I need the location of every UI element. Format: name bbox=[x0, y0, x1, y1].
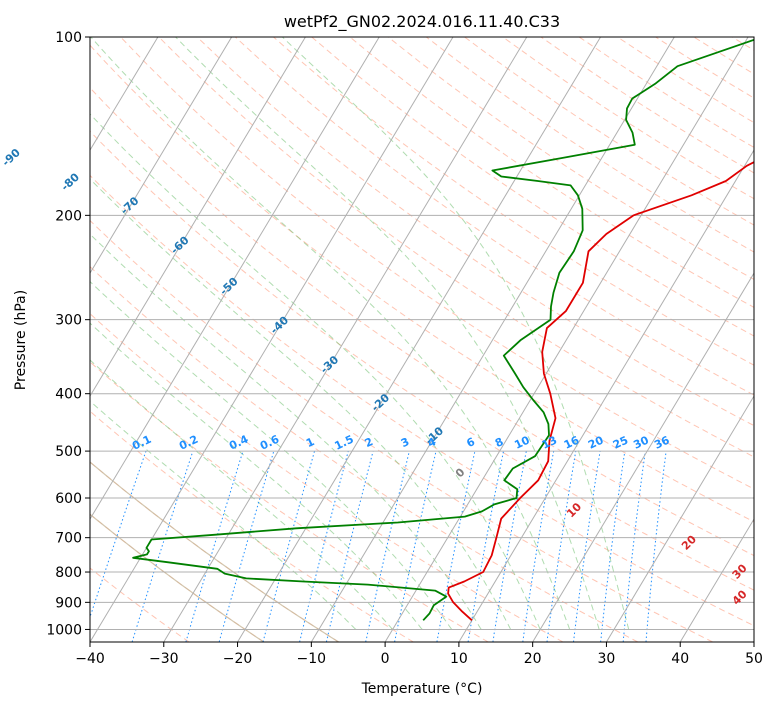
mixing-ratio-line bbox=[325, 450, 374, 642]
dry-adiabat bbox=[90, 312, 564, 642]
temperature-line bbox=[447, 161, 754, 621]
moist-adiabat bbox=[90, 37, 571, 630]
dry-adiabat bbox=[90, 567, 190, 642]
mixing-ratio-line bbox=[218, 450, 275, 642]
x-tick-label: −10 bbox=[297, 651, 327, 667]
y-axis: 100 200 300 400 500 600 700 800 900 1000 bbox=[46, 30, 90, 638]
y-tick-label: 500 bbox=[55, 444, 82, 460]
x-tick-label: −30 bbox=[149, 651, 179, 667]
y-tick-label: 700 bbox=[55, 531, 82, 547]
moist-adiabat bbox=[90, 400, 357, 630]
dry-adiabat bbox=[90, 174, 754, 627]
x-tick-label: 0 bbox=[381, 651, 390, 667]
chart-title: wetPf2_GN02.2024.016.11.40.C33 bbox=[284, 12, 560, 32]
isotherm bbox=[90, 37, 306, 398]
y-tick-label: 1000 bbox=[46, 622, 82, 638]
mixing-ratio-line bbox=[546, 451, 577, 642]
mixing-ratio-label: 20 bbox=[586, 433, 606, 451]
mixing-ratio-label: 25 bbox=[611, 434, 630, 452]
mixing-ratio-line bbox=[299, 450, 349, 642]
moist-adiabat bbox=[90, 280, 453, 630]
moist-adiabat bbox=[90, 233, 482, 630]
moist-adiabat bbox=[90, 178, 512, 630]
isotherm bbox=[384, 37, 749, 642]
dry-adiabat bbox=[90, 265, 639, 642]
dry-adiabat bbox=[196, 37, 754, 427]
dry-adiabat bbox=[90, 44, 754, 523]
background-lines bbox=[90, 37, 754, 642]
isotherm bbox=[163, 37, 528, 642]
plot-frame bbox=[89, 36, 755, 643]
dry-adiabat bbox=[90, 219, 713, 642]
x-tick-label: 50 bbox=[745, 651, 763, 667]
moist-adiabat bbox=[175, 37, 600, 630]
moist-adiabat bbox=[282, 37, 630, 630]
mixing-ratio-line bbox=[185, 450, 244, 642]
dewpoint-line bbox=[132, 38, 754, 621]
isotherm bbox=[606, 395, 754, 642]
mixing-ratio-line bbox=[622, 451, 646, 642]
mixing-ratio-line bbox=[573, 451, 601, 642]
mixing-ratio-label: 13 bbox=[540, 434, 559, 452]
mixing-ratio-label: 10 bbox=[512, 433, 532, 451]
mixing-ratio-line bbox=[131, 450, 194, 642]
y-tick-label: 900 bbox=[55, 595, 82, 611]
isotherm bbox=[90, 37, 233, 275]
profile-lines bbox=[132, 38, 754, 621]
x-tick-label: 30 bbox=[598, 651, 616, 667]
y-axis-label: Pressure (hPa) bbox=[13, 290, 29, 390]
isotherm bbox=[90, 37, 380, 521]
y-tick-label: 100 bbox=[55, 30, 82, 46]
y-tick-label: 800 bbox=[55, 565, 82, 581]
isotherm bbox=[310, 37, 675, 642]
mixing-ratio-label: 36 bbox=[652, 433, 672, 451]
isotherm bbox=[679, 518, 754, 642]
dry-adiabat bbox=[90, 361, 489, 642]
x-axis: −40 −30 −20 −10 0 10 20 30 40 50 bbox=[75, 642, 763, 667]
mixing-ratio-line bbox=[600, 451, 626, 642]
x-tick-label: 10 bbox=[450, 651, 468, 667]
isotherm bbox=[90, 37, 159, 152]
isotherm bbox=[237, 37, 601, 642]
reference-adiabat bbox=[90, 461, 339, 642]
y-tick-label: 600 bbox=[55, 491, 82, 507]
y-tick-label: 400 bbox=[55, 387, 82, 403]
y-tick-label: 200 bbox=[55, 208, 82, 224]
reference-adiabat bbox=[90, 513, 265, 642]
dry-adiabat bbox=[349, 37, 754, 308]
x-tick-label: −20 bbox=[223, 651, 253, 667]
dry-adiabat bbox=[311, 37, 754, 337]
mixing-ratio-line bbox=[262, 450, 315, 642]
x-tick-label: −40 bbox=[75, 651, 105, 667]
moist-adiabat bbox=[90, 322, 423, 630]
x-axis-label: Temperature (°C) bbox=[361, 681, 483, 697]
mixing-ratio-line bbox=[522, 451, 555, 642]
isotherm bbox=[458, 149, 754, 642]
mixing-ratio-label: 30 bbox=[631, 433, 651, 451]
mixing-ratio-line bbox=[645, 451, 667, 642]
x-tick-label: 40 bbox=[671, 651, 689, 667]
mixing-ratio-line bbox=[365, 450, 410, 642]
mixing-ratio-label: 16 bbox=[562, 433, 582, 451]
dry-adiabat bbox=[158, 37, 754, 458]
moist-adiabat bbox=[90, 113, 541, 630]
x-tick-label: 20 bbox=[524, 651, 542, 667]
dry-adiabat bbox=[120, 37, 754, 490]
dry-adiabat bbox=[273, 37, 754, 366]
isotherm bbox=[532, 272, 754, 642]
y-tick-label: 300 bbox=[55, 313, 82, 329]
